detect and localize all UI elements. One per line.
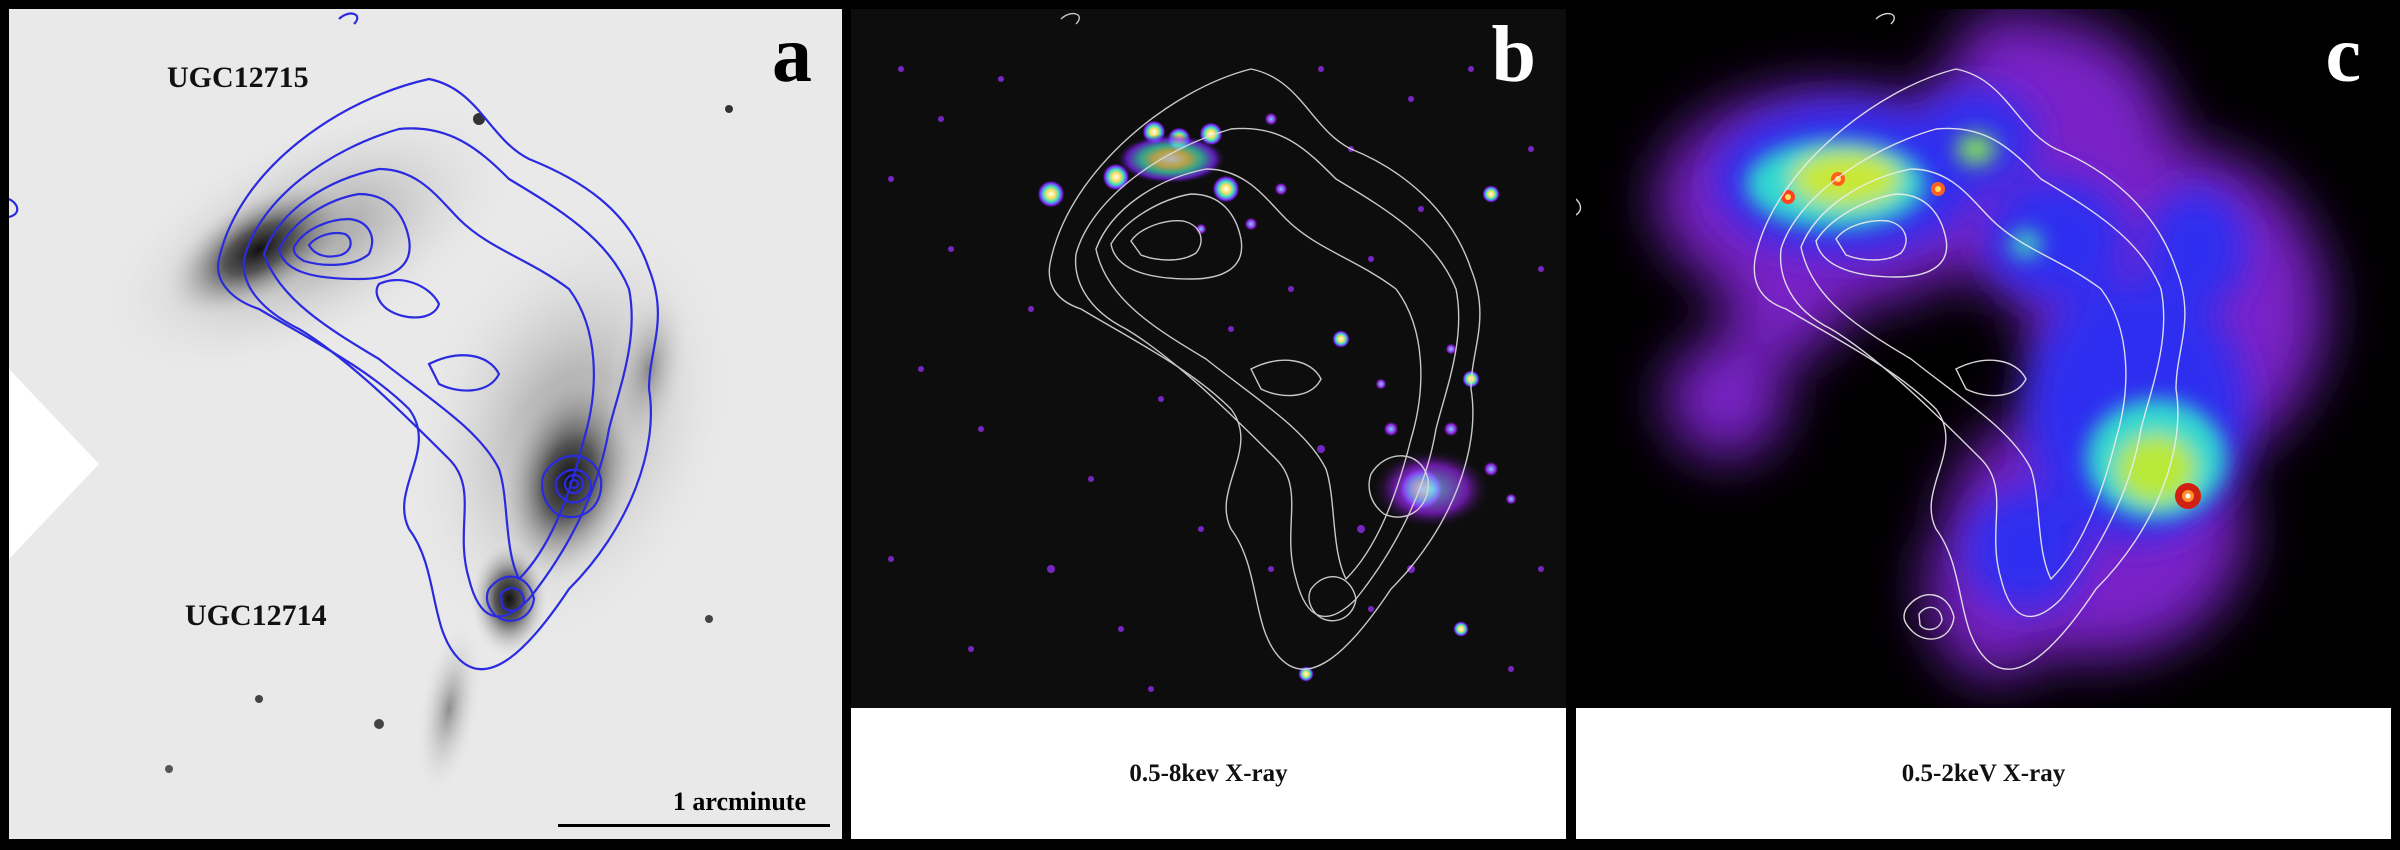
label-ugc12715: UGC12715	[167, 61, 309, 94]
scale-bar-label: 1 arcminute	[672, 787, 806, 816]
xray-soft-image	[1576, 9, 2326, 679]
caption-box-c: 0.5-2keV X-ray	[1576, 708, 2391, 839]
caption-b: 0.5-8kev X-ray	[1129, 759, 1288, 787]
panel-letter-b: b	[1491, 11, 1537, 99]
caption-c: 0.5-2keV X-ray	[1901, 759, 2066, 787]
panel-b-xray-broad: b 0.5-8kev X-ray	[851, 9, 1566, 839]
panel-letter-a: a	[772, 11, 812, 99]
panel-letter-c: c	[2325, 11, 2361, 99]
panel-c-xray-soft: c 0.5-2keV X-ray	[1576, 9, 2391, 839]
label-ugc12714: UGC12714	[185, 599, 327, 632]
caption-box-b: 0.5-8kev X-ray	[851, 708, 1566, 839]
scale-bar	[558, 824, 830, 827]
optical-image	[9, 12, 739, 798]
panel-a-optical: a UGC12715 UGC12714 1 arcminute	[9, 9, 842, 839]
xray-broad-image	[888, 12, 1544, 692]
